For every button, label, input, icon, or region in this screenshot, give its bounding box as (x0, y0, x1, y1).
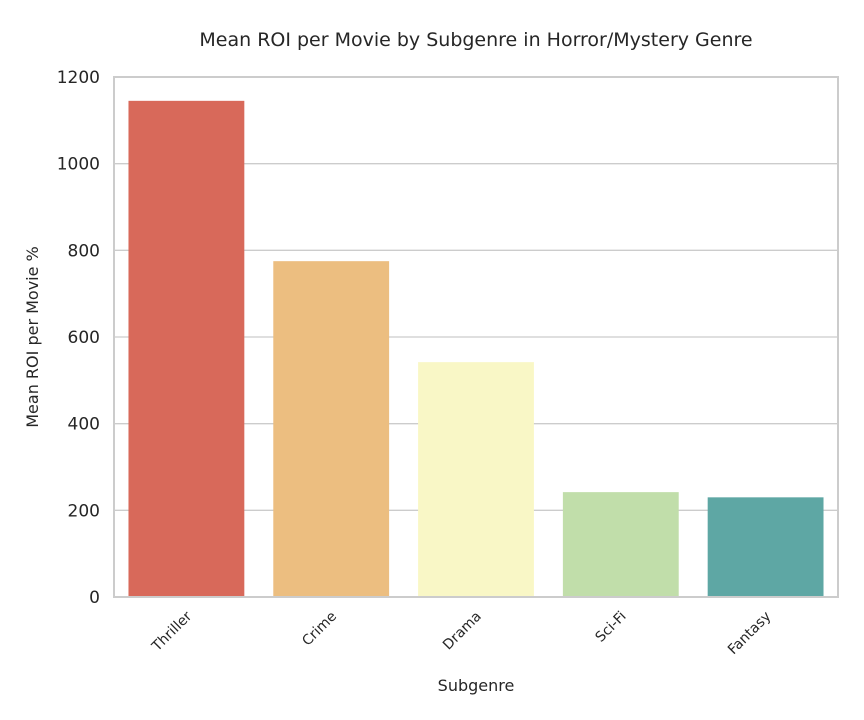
plot-frame (113, 76, 839, 598)
x-tick-label: Drama (440, 609, 485, 654)
bar-crime (273, 261, 390, 597)
y-tick-label: 800 (68, 241, 100, 261)
y-tick-label: 600 (68, 328, 100, 348)
bar-sci-fi (562, 492, 679, 597)
x-tick-label: Fantasy (725, 609, 774, 658)
y-tick-label: 0 (89, 588, 100, 608)
y-tick-label: 200 (68, 501, 100, 521)
x-tick-labels: Thriller Crime Drama Sci-Fi Fantasy (148, 608, 774, 658)
y-tick-label: 1000 (57, 155, 100, 175)
y-tick-labels: 0 200 400 600 800 1000 1200 (57, 68, 100, 608)
y-axis-label: Mean ROI per Movie % (23, 246, 42, 428)
bar-drama (418, 362, 534, 597)
x-tick-label: Thriller (148, 608, 195, 655)
bar-thriller (128, 100, 245, 597)
y-tick-label: 400 (68, 415, 100, 435)
x-axis-label: Subgenre (438, 676, 515, 695)
x-tick-label: Sci-Fi (593, 609, 630, 646)
y-tick-label: 1200 (57, 68, 100, 88)
bar-fantasy (707, 497, 824, 597)
x-tick-label: Crime (299, 609, 340, 650)
bars (128, 100, 824, 597)
chart-title: Mean ROI per Movie by Subgenre in Horror… (199, 29, 752, 51)
